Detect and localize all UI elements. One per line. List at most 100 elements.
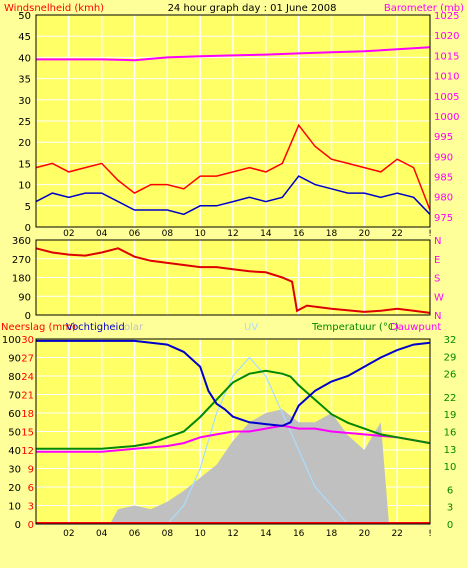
y-tick-label: 0: [25, 223, 31, 234]
direction-panel-series: [35, 247, 431, 314]
wind-panel-x-labels: 02 04 06 08 10 12 14 16 18 20 22!: [63, 229, 432, 239]
y-tick-label: 80: [8, 372, 21, 383]
y-tick-label: 45: [18, 32, 31, 43]
y-tick-label: 19: [444, 410, 457, 421]
y-tick-label: 90: [18, 292, 31, 303]
y-tick-label: 25: [18, 117, 31, 128]
y-tick-label: 9: [28, 465, 34, 476]
y-tick-label: 1015: [434, 51, 459, 62]
y-tick-label: 27: [21, 354, 34, 365]
x-tick-label: 04: [96, 229, 108, 239]
humidity-axis-title: Vochtigheid: [66, 322, 125, 333]
y-tick-label: 1020: [434, 31, 459, 42]
x-tick-label: 20: [359, 229, 371, 239]
gust-line: [35, 123, 431, 211]
uv-axis-title: UV: [244, 322, 258, 333]
x-tick-label: 22: [391, 229, 402, 239]
dewpoint-line: [36, 424, 431, 453]
wind-speed-line: [35, 175, 431, 216]
y-tick-label: 40: [8, 446, 21, 457]
barometer-line: [36, 46, 431, 62]
y-tick-label: N: [434, 311, 441, 322]
x-tick-label: 10: [194, 529, 206, 539]
y-tick-label: 24: [21, 372, 34, 383]
y-tick-label: 50: [18, 11, 31, 22]
y-tick-label: 13: [444, 445, 457, 456]
y-tick-label: 6: [28, 483, 34, 494]
x-tick-label: 02: [63, 529, 74, 539]
y-tick-label: 10: [444, 462, 457, 473]
x-tick-label: 18: [326, 229, 338, 239]
y-tick-label: 0: [15, 520, 21, 531]
humidity-panel-x-labels: 02 04 06 08 10 12 14 16 18 20 22!: [63, 529, 432, 539]
y-tick-label: 16: [444, 428, 457, 439]
y-tick-label: 15: [18, 159, 31, 170]
solar-axis-title: olar: [124, 322, 144, 333]
y-tick-label: 1005: [434, 92, 459, 103]
y-tick-label: 10: [8, 502, 21, 513]
wind-panel-frame: [35, 14, 431, 228]
wind-panel-series: [35, 46, 431, 216]
temperature-axis-title: Temperatuur (°C): [311, 322, 399, 333]
x-tick-label: 08: [162, 229, 174, 239]
y-tick-label: 20: [18, 138, 31, 149]
humidity-panel-frame: [35, 338, 431, 525]
x-tick-label: 12: [227, 529, 238, 539]
y-tick-label: 12: [21, 446, 34, 457]
y-tick-label: 26: [444, 370, 457, 381]
y-tick-label: 32: [444, 335, 457, 346]
y-tick-label: 50: [8, 428, 21, 439]
x-tick-label: !: [428, 229, 432, 239]
x-tick-label: 04: [96, 529, 108, 539]
y-tick-label: 270: [12, 255, 31, 266]
y-tick-label: 1010: [434, 72, 459, 83]
y-tick-label: 0: [28, 520, 34, 531]
y-tick-label: 18: [21, 409, 34, 420]
y-tick-label: N: [434, 236, 441, 247]
x-tick-label: 16: [293, 529, 305, 539]
rain-axis-title: Neerslag (mm): [1, 322, 76, 333]
y-tick-label: 29: [444, 352, 457, 363]
barometer-panel-y-labels: 975 980 985 990 995 1000 1005 1010 1015 1020 1025: [434, 11, 459, 224]
y-tick-label: 30: [21, 335, 34, 346]
wind-axis-title: Windsnelheid (kmh): [4, 3, 104, 14]
solar-area: [36, 409, 430, 524]
y-tick-label: 985: [434, 173, 453, 184]
x-tick-label: 14: [260, 229, 272, 239]
direction-panel-frame: [35, 239, 431, 316]
x-tick-label: 22: [391, 529, 402, 539]
wind-direction-line: [35, 247, 431, 314]
y-tick-label: W: [434, 292, 444, 303]
temperature-line: [36, 369, 431, 450]
y-tick-label: 21: [21, 391, 34, 402]
x-tick-label: !: [428, 529, 432, 539]
y-tick-label: 35: [18, 75, 31, 86]
humidity-line: [36, 339, 431, 427]
barometer-axis-title: Barometer (mb): [384, 3, 464, 14]
x-tick-label: 02: [63, 229, 74, 239]
y-tick-label: 3: [447, 503, 453, 514]
y-tick-label: 1000: [434, 112, 459, 123]
y-tick-label: 975: [434, 213, 453, 224]
direction-panel-y-labels: 0 90 180 270 360: [12, 236, 31, 322]
y-tick-label: 0: [25, 311, 31, 322]
y-tick-label: 6: [447, 485, 453, 496]
y-tick-label: 990: [434, 152, 453, 163]
y-tick-label: 30: [18, 96, 31, 107]
rain-panel-y-labels: 0 3 6 9 12 15 18 21 24 27 30: [21, 335, 34, 531]
humidity-panel-y-labels: 0 10 20 30 40 50 60 70 80 90 100: [2, 335, 21, 531]
y-tick-label: S: [434, 274, 440, 285]
x-tick-label: 12: [227, 229, 238, 239]
y-tick-label: 5: [25, 202, 31, 213]
temperature-panel-y-labels: 0 3 6 10 13 16 19 22 26 29 32: [444, 335, 457, 531]
y-tick-label: 3: [28, 502, 34, 513]
y-tick-label: 15: [21, 428, 34, 439]
y-tick-label: 70: [8, 391, 21, 402]
wind-panel-grid: [36, 15, 430, 227]
y-tick-label: 180: [12, 274, 31, 285]
x-tick-label: 18: [326, 529, 338, 539]
y-tick-label: 0: [447, 520, 453, 531]
